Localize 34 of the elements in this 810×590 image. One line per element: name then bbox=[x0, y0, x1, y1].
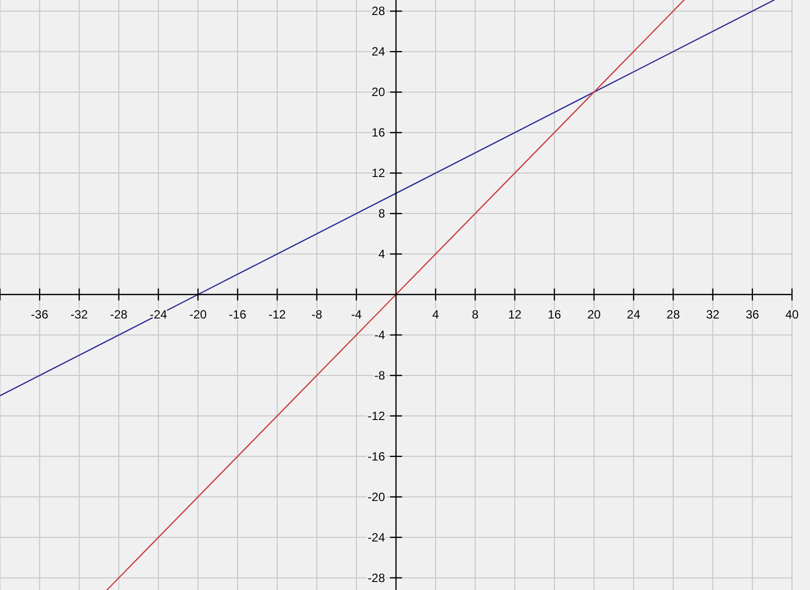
x-tick-label: 32 bbox=[706, 307, 720, 322]
x-tick-label: 16 bbox=[548, 307, 562, 322]
x-tick-label: 12 bbox=[508, 307, 522, 322]
x-tick-label: -36 bbox=[30, 307, 49, 322]
line-series bbox=[0, 0, 775, 396]
x-tick-label: 20 bbox=[587, 307, 601, 322]
x-tick-label: 36 bbox=[746, 307, 760, 322]
y-tick-label: -24 bbox=[368, 530, 386, 544]
x-tick-label: -12 bbox=[268, 307, 286, 322]
x-tick-label: -28 bbox=[110, 307, 128, 322]
y-tick-label: -16 bbox=[368, 449, 386, 464]
line-series bbox=[106, 0, 685, 590]
x-tick-label: -4 bbox=[351, 307, 362, 322]
y-tick-label: 16 bbox=[372, 126, 386, 140]
x-tick-label: 4 bbox=[432, 307, 440, 322]
y-tick-label: -28 bbox=[368, 570, 386, 585]
x-tick-label: -16 bbox=[228, 307, 247, 322]
y-tick-label: -12 bbox=[368, 408, 386, 423]
x-tick-label: -8 bbox=[311, 307, 322, 322]
x-tick-label: -20 bbox=[189, 307, 207, 322]
x-tick-label: -32 bbox=[70, 307, 88, 322]
y-tick-label: -4 bbox=[374, 328, 386, 342]
y-tick-label: 28 bbox=[372, 4, 386, 18]
y-tick-label: 20 bbox=[372, 85, 386, 100]
x-tick-label: 40 bbox=[785, 307, 799, 322]
y-tick-label: 24 bbox=[372, 44, 386, 59]
y-tick-label: -8 bbox=[374, 368, 386, 382]
x-tick-label: 8 bbox=[472, 307, 479, 322]
y-tick-label: 8 bbox=[378, 206, 386, 221]
x-tick-label: 24 bbox=[626, 307, 641, 322]
y-tick-label: 12 bbox=[372, 166, 386, 180]
x-tick-label: 28 bbox=[666, 307, 680, 322]
y-tick-label: 4 bbox=[378, 247, 386, 262]
y-tick-label: -20 bbox=[368, 490, 386, 504]
